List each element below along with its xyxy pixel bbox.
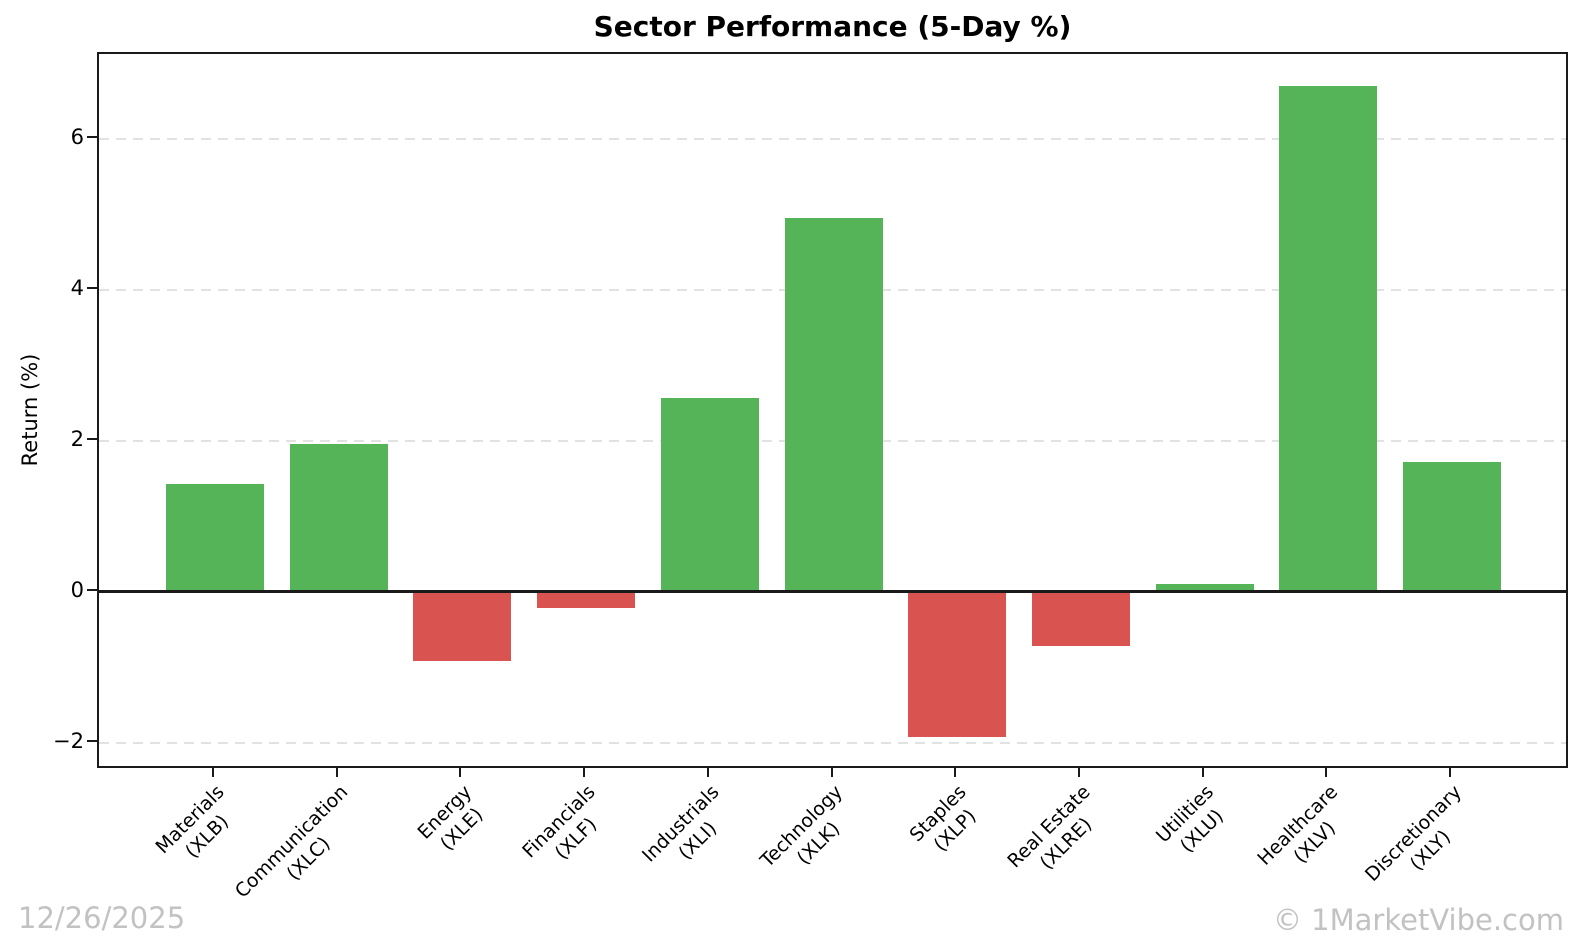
y-tick-mark-4 [87, 287, 97, 290]
y-tick-label-6: 6 [70, 125, 84, 150]
date-watermark: 12/26/2025 [18, 901, 186, 935]
x-tick-label-text-materials: Materials (XLB) [151, 781, 246, 876]
x-tick-mark-healthcare [1325, 768, 1328, 777]
y-tick-mark-2 [87, 438, 97, 440]
gridline-y-6 [99, 138, 1566, 141]
x-tick-mark-industrials [706, 768, 709, 777]
x-tick-label-text-utilities: Utilities (XLU) [1152, 781, 1236, 865]
x-tick-mark-staples [954, 768, 957, 777]
x-tick-mark-financials [583, 768, 586, 777]
chart-title: Sector Performance (5-Day %) [593, 10, 1072, 43]
bar-communication [289, 444, 388, 592]
x-tick-label-text-staples: Staples (XLP) [906, 781, 989, 864]
bar-industrials [660, 397, 759, 592]
y-tick-label--2: −2 [53, 728, 84, 753]
y-tick-label-0: 0 [70, 577, 84, 602]
brand-watermark: © 1MarketVibe.com [1272, 903, 1564, 937]
bar-staples [908, 591, 1007, 737]
bar-financials [537, 591, 636, 609]
x-tick-label-text-energy: Energy (XLE) [413, 781, 494, 862]
x-tick-label-text-financials: Financials (XLF) [518, 781, 618, 881]
x-tick-label-text-discretionary: Discretionary (XLY) [1361, 781, 1484, 904]
y-tick-mark-6 [87, 136, 97, 139]
x-tick-label-text-technology: Technology (XLK) [756, 781, 865, 890]
x-tick-mark-energy [459, 768, 462, 777]
bar-materials [166, 484, 264, 592]
x-tick-label-text-industrials: Industrials (XLI) [638, 781, 742, 885]
y-tick-mark-0 [87, 588, 97, 591]
bar-discretionary [1403, 462, 1501, 592]
bar-real-estate [1031, 591, 1130, 647]
x-tick-mark-utilities [1201, 768, 1204, 777]
bar-utilities [1155, 583, 1254, 592]
x-tick-mark-real-estate [1077, 768, 1080, 777]
x-tick-mark-materials [212, 768, 214, 777]
x-tick-label-text-healthcare: Healthcare (XLV) [1253, 781, 1360, 888]
x-tick-label-text-communication: Communication (XLC) [231, 781, 371, 921]
y-tick-mark--2 [87, 739, 97, 742]
x-tick-mark-technology [830, 768, 833, 777]
plot-area [97, 52, 1568, 768]
x-tick-mark-discretionary [1449, 768, 1451, 777]
zero-baseline [99, 590, 1566, 594]
bar-healthcare [1279, 85, 1378, 592]
y-tick-label-2: 2 [70, 427, 84, 451]
x-tick-mark-communication [335, 768, 338, 777]
x-tick-label-text-real-estate: Real Estate (XLRE) [1003, 781, 1113, 891]
bar-energy [413, 591, 512, 661]
y-tick-label-4: 4 [70, 276, 84, 301]
bar-technology [784, 218, 883, 592]
gridline-y--2 [99, 741, 1566, 744]
